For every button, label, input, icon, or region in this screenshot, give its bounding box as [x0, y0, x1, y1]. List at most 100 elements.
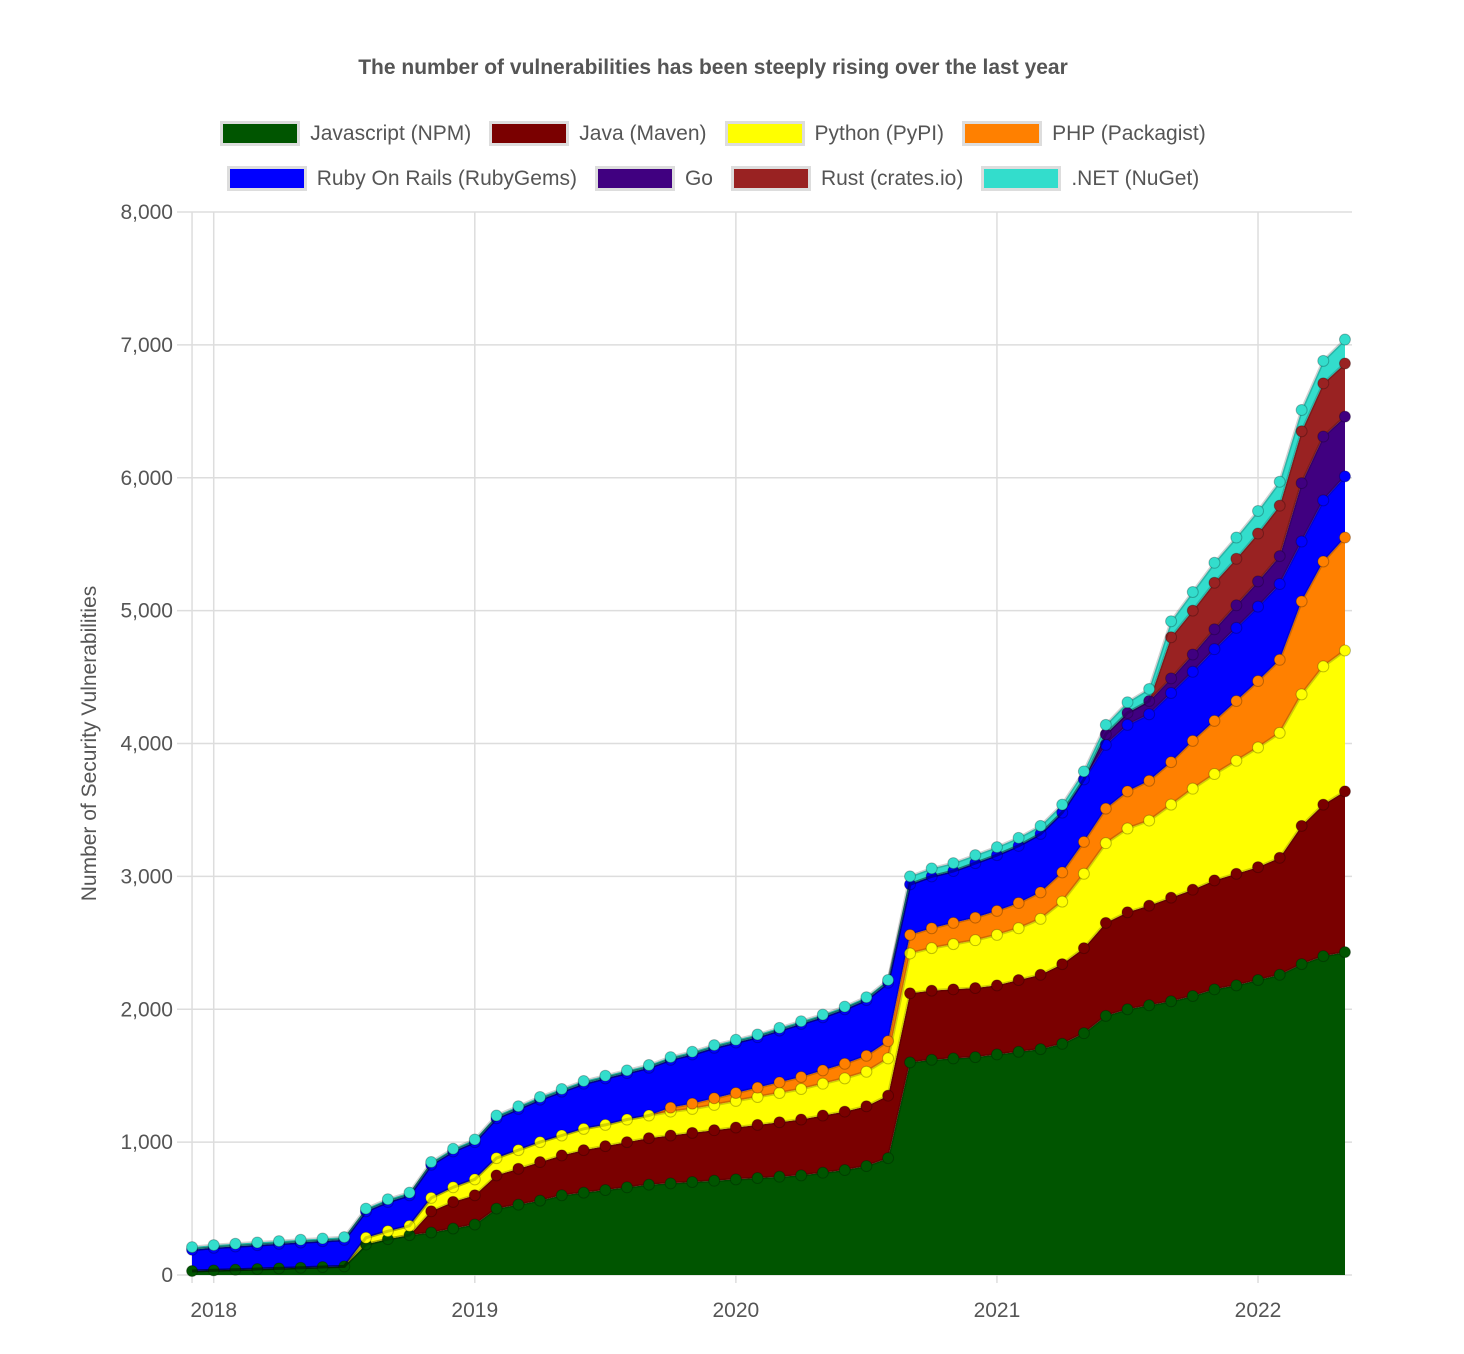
point-javascript-npm [251, 1263, 264, 1276]
point-go [1186, 648, 1199, 661]
point-python-pypi [642, 1109, 655, 1122]
point-rust-crates-io [1165, 631, 1178, 644]
point-python-pypi [1056, 895, 1069, 908]
legend-item-net-nuget[interactable]: .NET (NuGet) [981, 166, 1199, 191]
point-ruby-on-rails-rubygems [1143, 708, 1156, 721]
point-net-nuget [686, 1045, 699, 1058]
legend-swatch [226, 166, 307, 191]
point-php-packagist [708, 1092, 721, 1105]
point-javascript-npm [1273, 968, 1286, 981]
point-net-nuget [990, 841, 1003, 854]
point-rust-crates-io [1338, 357, 1351, 370]
point-java-maven [729, 1121, 742, 1134]
point-python-pypi [447, 1181, 460, 1194]
point-net-nuget [751, 1028, 764, 1041]
point-java-maven [642, 1132, 655, 1145]
point-javascript-npm [599, 1183, 612, 1196]
chart-title: The number of vulnerabilities has been s… [358, 56, 1068, 79]
point-javascript-npm [186, 1265, 199, 1278]
point-ruby-on-rails-rubygems [1252, 600, 1265, 613]
point-php-packagist [686, 1097, 699, 1110]
legend-item-ruby-on-rails-rubygems[interactable]: Ruby On Rails (RubyGems) [226, 166, 577, 191]
legend-item-python-pypi[interactable]: Python (PyPI) [724, 121, 944, 146]
point-java-maven [599, 1140, 612, 1153]
point-php-packagist [1295, 595, 1308, 608]
point-ruby-on-rails-rubygems [1121, 718, 1134, 731]
point-javascript-npm [294, 1261, 307, 1274]
point-java-maven [1273, 851, 1286, 864]
point-python-pypi [925, 942, 938, 955]
point-java-maven [882, 1089, 895, 1102]
point-javascript-npm [1165, 995, 1178, 1008]
legend-item-java-maven[interactable]: Java (Maven) [489, 121, 707, 146]
y-tick-label: 4,000 [120, 733, 173, 756]
point-net-nuget [1034, 819, 1047, 832]
point-php-packagist [882, 1035, 895, 1048]
point-php-packagist [1012, 896, 1025, 909]
point-java-maven [1099, 916, 1112, 929]
point-java-maven [1056, 958, 1069, 971]
point-ruby-on-rails-rubygems [1230, 621, 1243, 634]
point-php-packagist [1034, 886, 1047, 899]
point-net-nuget [381, 1193, 394, 1206]
area-java-maven [192, 791, 1345, 1271]
point-net-nuget [947, 857, 960, 870]
point-python-pypi [1208, 768, 1221, 781]
point-javascript-npm [272, 1262, 285, 1275]
point-php-packagist [990, 904, 1003, 917]
point-java-maven [1317, 798, 1330, 811]
x-tick-label: 2018 [190, 1299, 237, 1322]
x-tick-label: 2021 [974, 1299, 1021, 1322]
point-net-nuget [534, 1090, 547, 1103]
point-net-nuget [1012, 831, 1025, 844]
point-python-pypi [838, 1072, 851, 1085]
point-php-packagist [1252, 675, 1265, 688]
point-net-nuget [1295, 403, 1308, 416]
point-python-pypi [1338, 644, 1351, 657]
area-javascript-npm [192, 952, 1345, 1275]
point-net-nuget [447, 1142, 460, 1155]
legend-item-go[interactable]: Go [594, 166, 713, 191]
point-ruby-on-rails-rubygems [1165, 687, 1178, 700]
point-ruby-on-rails-rubygems [1338, 470, 1351, 483]
point-javascript-npm [751, 1172, 764, 1185]
point-javascript-npm [1317, 950, 1330, 963]
legend-swatch [489, 121, 570, 146]
point-php-packagist [1165, 756, 1178, 769]
point-java-maven [1077, 942, 1090, 955]
point-javascript-npm [1012, 1045, 1025, 1058]
point-net-nuget [1056, 798, 1069, 811]
point-python-pypi [1317, 660, 1330, 673]
legend-item-rust-crates-io[interactable]: Rust (crates.io) [730, 166, 963, 191]
point-javascript-npm [577, 1186, 590, 1199]
point-go [1165, 672, 1178, 685]
point-python-pypi [1165, 798, 1178, 811]
point-net-nuget [555, 1082, 568, 1095]
point-net-nuget [816, 1008, 829, 1021]
point-java-maven [664, 1129, 677, 1142]
point-python-pypi [599, 1118, 612, 1131]
point-net-nuget [860, 991, 873, 1004]
point-javascript-npm [904, 1056, 917, 1069]
y-tick-label: 8,000 [120, 201, 173, 224]
point-php-packagist [1186, 734, 1199, 747]
point-javascript-npm [816, 1166, 829, 1179]
point-python-pypi [1143, 814, 1156, 827]
point-net-nuget [1143, 683, 1156, 696]
point-net-nuget [925, 862, 938, 875]
point-javascript-npm [990, 1048, 1003, 1061]
point-rust-crates-io [1273, 499, 1286, 512]
point-python-pypi [425, 1191, 438, 1204]
point-javascript-npm [555, 1189, 568, 1202]
point-javascript-npm [620, 1181, 633, 1194]
point-javascript-npm [1186, 989, 1199, 1002]
point-javascript-npm [729, 1173, 742, 1186]
point-java-maven [1012, 974, 1025, 987]
x-tick-label: 2020 [713, 1299, 760, 1322]
point-python-pypi [1121, 822, 1134, 835]
legend-item-php-packagist[interactable]: PHP (Packagist) [962, 121, 1206, 146]
point-net-nuget [316, 1232, 329, 1245]
point-python-pypi [555, 1129, 568, 1142]
legend-item-javascript-npm[interactable]: Javascript (NPM) [220, 121, 471, 146]
point-php-packagist [773, 1076, 786, 1089]
